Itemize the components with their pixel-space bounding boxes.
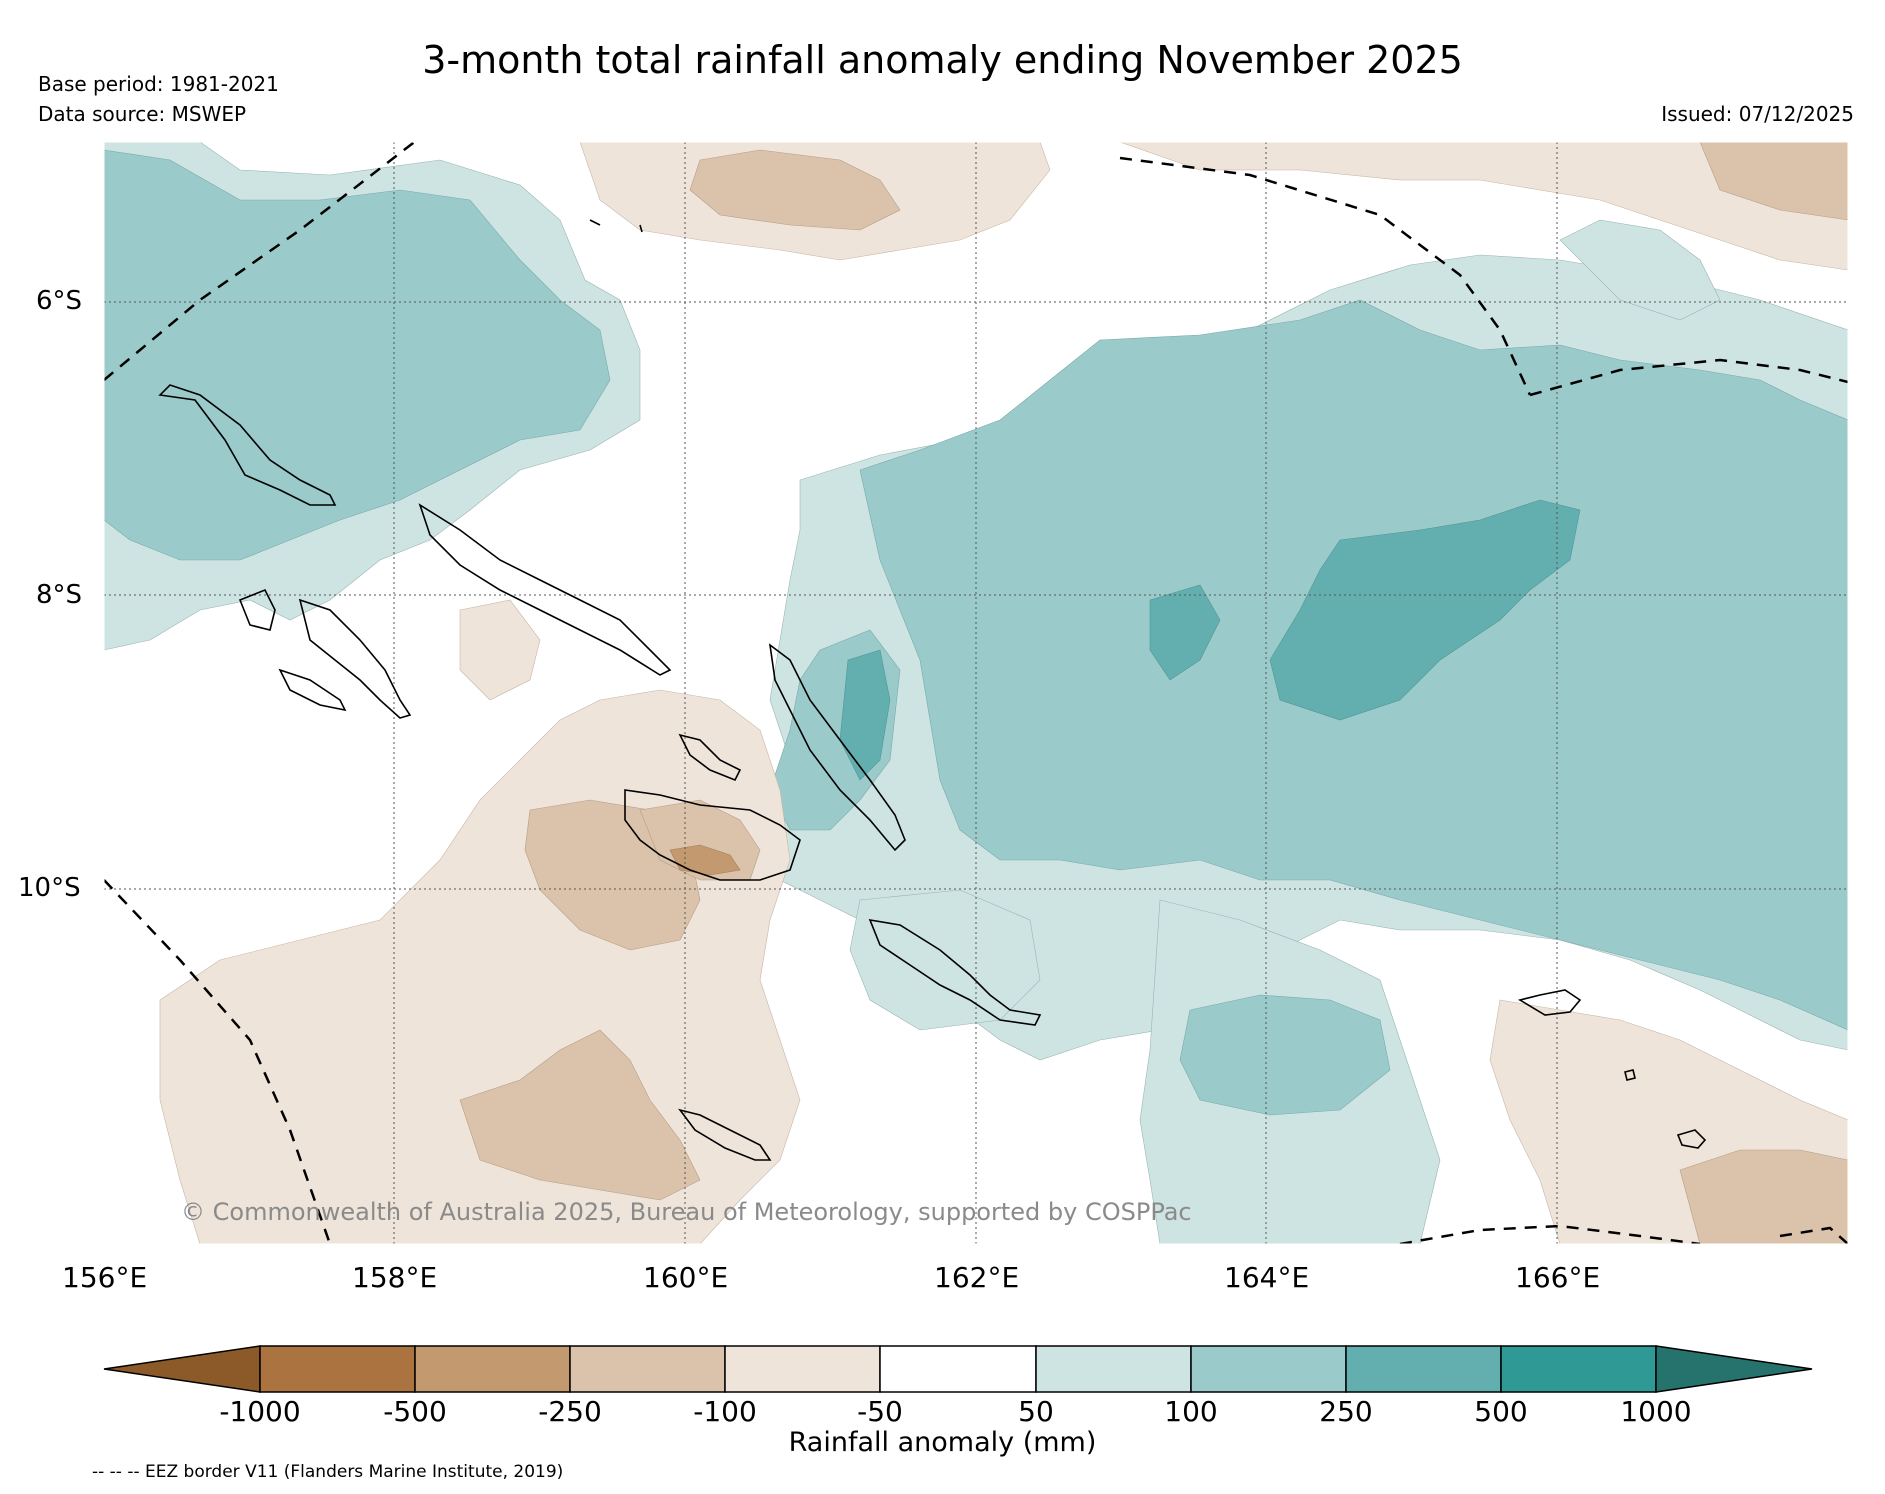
island-makira [868, 918, 1042, 1026]
colorbar-tick: -1000 [219, 1395, 301, 1428]
contour-neg250-neg500-guadalcanal [669, 844, 741, 876]
lon-label-158e: 158°E [352, 1261, 438, 1294]
colorbar-bin-3 [569, 1345, 726, 1393]
lat-label-8s: 8°S [36, 580, 83, 610]
contour-neg50-neg100-northeast [1119, 142, 1848, 271]
eez-borders [104, 142, 1848, 1244]
lon-label-162e: 162°E [934, 1261, 1020, 1294]
colorbar-tick: 50 [1018, 1395, 1054, 1428]
contour-100-250-northwest [104, 149, 611, 561]
eez-border-southwest [104, 879, 332, 1244]
data-source: Data source: MSWEP [38, 102, 247, 126]
colorbar-tick: -500 [383, 1395, 447, 1428]
island-ontong-java-b [639, 224, 643, 233]
lon-label-156e: 156°E [62, 1261, 148, 1294]
island-new-georgia [298, 598, 412, 719]
eez-border-east-arc [1529, 358, 1848, 397]
colorbar-bin-1 [259, 1345, 416, 1393]
lon-label-166e: 166°E [1515, 1261, 1601, 1294]
colorbar-tick: 500 [1474, 1395, 1528, 1428]
base-period: Base period: 1981-2021 [38, 72, 279, 96]
eez-legend-note: -- -- -- EEZ border V11 (Flanders Marine… [92, 1462, 564, 1482]
colorbar-bin-4 [724, 1345, 881, 1393]
contour-neg100-neg250-north [689, 149, 901, 231]
island-ontong-java-a [589, 219, 601, 226]
colorbar-extend-high [1655, 1345, 1813, 1393]
graticule [104, 142, 1848, 1244]
contour-250-500-east-small [1149, 584, 1221, 681]
colorbar-bin-5 [879, 1345, 1037, 1393]
contour-50-100-northeast-small [1559, 219, 1721, 321]
lat-label-10s: 10°S [18, 873, 81, 903]
contour-neg100-neg250-southeast [1679, 1149, 1848, 1244]
lon-label-160e: 160°E [643, 1261, 729, 1294]
island-guadalcanal [624, 789, 801, 881]
colorbar-tick: -100 [693, 1395, 757, 1428]
copyright-notice: © Commonwealth of Australia 2025, Bureau… [181, 1198, 1192, 1226]
colorbar-tick: -50 [857, 1395, 903, 1428]
island-santa-isabel [768, 643, 906, 852]
colorbar-bin-7 [1190, 1345, 1347, 1393]
colorbar-bin-9 [1500, 1345, 1657, 1393]
lat-label-6s: 6°S [36, 286, 83, 316]
island-rennell [678, 1108, 772, 1161]
colorbar-bin-8 [1345, 1345, 1502, 1393]
map-frame [103, 141, 1849, 1245]
islands-coastlines [158, 219, 1707, 1161]
eez-border-southeast [1399, 1224, 1701, 1244]
island-vanikoro [1676, 1129, 1707, 1149]
island-malaita [678, 733, 742, 782]
island-tikopia [1624, 1069, 1636, 1081]
colorbar-bin-2 [414, 1345, 571, 1393]
island-rendova [278, 668, 347, 712]
island-santa-cruz [1517, 989, 1582, 1016]
contour-100-250-south [1179, 994, 1391, 1116]
eez-border-southeast-right [1779, 1226, 1848, 1244]
contour-neg100-neg250-northeast [1699, 142, 1848, 221]
colorbar-tick: 100 [1164, 1395, 1218, 1428]
island-vella-lavella [238, 588, 276, 631]
island-choiseul [418, 503, 672, 676]
contour-250-500-east [1269, 499, 1581, 721]
lon-label-164e: 164°E [1224, 1261, 1310, 1294]
contour-neg100-neg250-south [459, 1029, 701, 1201]
colorbar-tick: -250 [538, 1395, 602, 1428]
anomaly-contours [104, 142, 1848, 1244]
issued-date: Issued: 07/12/2025 [1661, 102, 1854, 126]
colorbar-tick: 1000 [1620, 1395, 1692, 1428]
contour-neg50-neg100-center [459, 599, 541, 701]
colorbar-label: Rainfall anomaly (mm) [788, 1427, 1097, 1458]
island-bougainville [158, 384, 337, 506]
map-body [104, 142, 1848, 1244]
map-title: 3-month total rainfall anomaly ending No… [422, 38, 1463, 82]
colorbar-extend-low [103, 1345, 261, 1393]
colorbar-tick: 250 [1319, 1395, 1373, 1428]
colorbar-bin-6 [1035, 1345, 1192, 1393]
eez-border-northeast [1119, 156, 1532, 396]
